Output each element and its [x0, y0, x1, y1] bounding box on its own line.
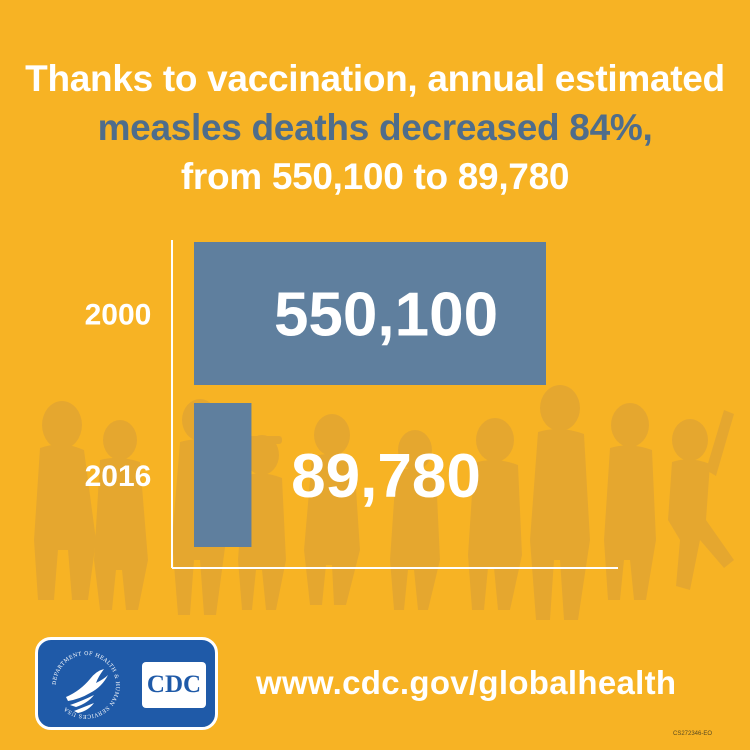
headline-line-2: measles deaths decreased 84%, — [97, 107, 653, 148]
data-label-2000: 550,100 — [274, 281, 498, 350]
cdc-logo-text: CDC — [146, 671, 202, 698]
hhs-eagle-seal-icon: DEPARTMENT OF HEALTH & HUMAN SERVICES US… — [52, 651, 120, 719]
cdc-logo-box: CDC — [142, 662, 206, 708]
data-label-2016: 89,780 — [291, 442, 481, 511]
website-url[interactable]: www.cdc.gov/globalhealth — [256, 664, 677, 701]
document-code: CS272346-EO — [673, 731, 713, 737]
headline-line-1: Thanks to vaccination, annual estimated — [25, 58, 725, 99]
headline-line-3: from 550,100 to 89,780 — [180, 156, 570, 197]
category-label-2000: 2000 — [85, 299, 152, 332]
category-label-2016: 2016 — [85, 460, 152, 493]
bar-2016 — [194, 403, 252, 547]
hhs-cdc-logo[interactable]: DEPARTMENT OF HEALTH & HUMAN SERVICES US… — [35, 637, 218, 730]
bar-2000 — [194, 242, 546, 385]
